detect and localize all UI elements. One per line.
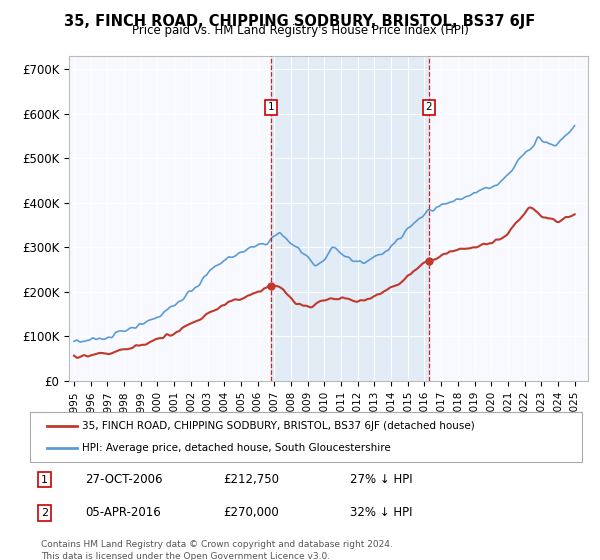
Text: 27-OCT-2006: 27-OCT-2006	[85, 473, 163, 486]
FancyBboxPatch shape	[30, 412, 582, 462]
Text: 1: 1	[41, 475, 48, 484]
Text: HPI: Average price, detached house, South Gloucestershire: HPI: Average price, detached house, Sout…	[82, 443, 391, 453]
Text: £270,000: £270,000	[223, 506, 279, 520]
Text: 1: 1	[268, 102, 275, 112]
Text: 35, FINCH ROAD, CHIPPING SODBURY, BRISTOL, BS37 6JF: 35, FINCH ROAD, CHIPPING SODBURY, BRISTO…	[64, 14, 536, 29]
Text: Contains HM Land Registry data © Crown copyright and database right 2024.: Contains HM Land Registry data © Crown c…	[41, 540, 393, 549]
Text: 05-APR-2016: 05-APR-2016	[85, 506, 161, 520]
Text: Price paid vs. HM Land Registry's House Price Index (HPI): Price paid vs. HM Land Registry's House …	[131, 24, 469, 36]
Text: £212,750: £212,750	[223, 473, 279, 486]
Text: 2: 2	[41, 508, 48, 518]
Text: 27% ↓ HPI: 27% ↓ HPI	[350, 473, 413, 486]
Text: This data is licensed under the Open Government Licence v3.0.: This data is licensed under the Open Gov…	[41, 552, 330, 560]
Text: 35, FINCH ROAD, CHIPPING SODBURY, BRISTOL, BS37 6JF (detached house): 35, FINCH ROAD, CHIPPING SODBURY, BRISTO…	[82, 421, 475, 431]
Text: 32% ↓ HPI: 32% ↓ HPI	[350, 506, 413, 520]
Text: 2: 2	[425, 102, 432, 112]
Bar	[271, 56, 429, 381]
